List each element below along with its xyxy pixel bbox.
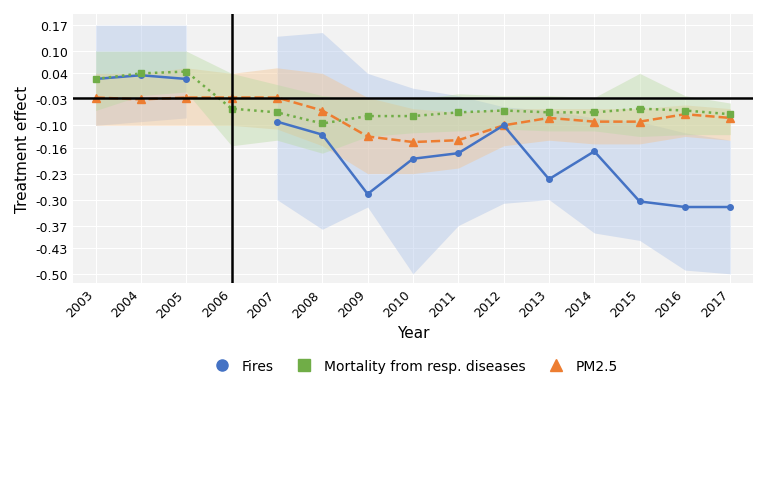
Legend: Fires, Mortality from resp. diseases, PM2.5: Fires, Mortality from resp. diseases, PM… xyxy=(203,354,623,379)
X-axis label: Year: Year xyxy=(397,325,429,340)
Y-axis label: Treatment effect: Treatment effect xyxy=(15,86,30,213)
